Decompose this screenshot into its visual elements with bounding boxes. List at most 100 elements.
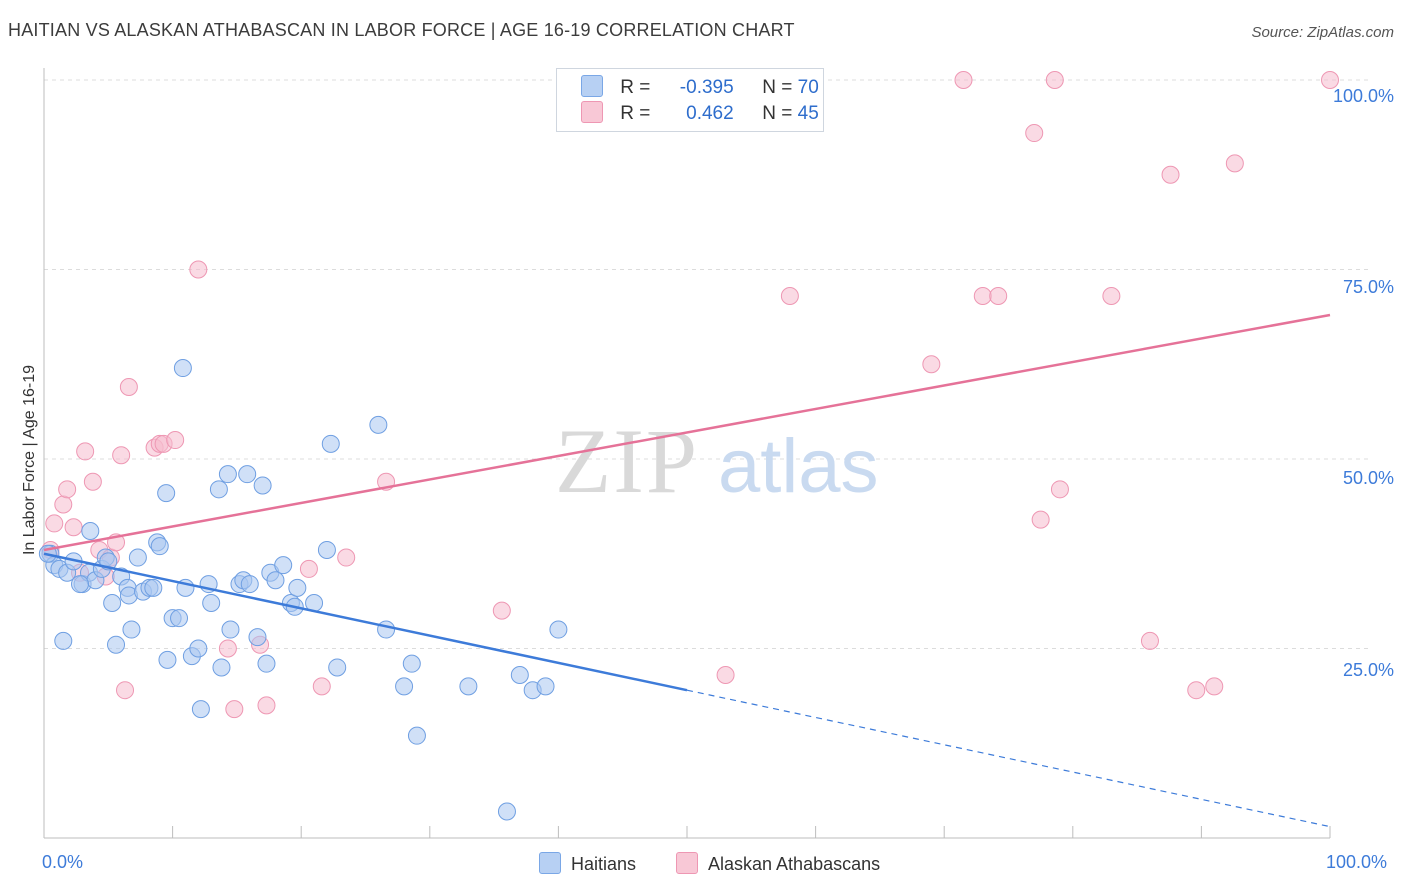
data-point-haitian [191,700,210,719]
data-point-haitian [248,628,267,647]
bottom-legend-swatch-pink [676,852,698,874]
data-point-haitian [212,658,231,677]
data-point-athabascan [312,677,331,696]
data-point-athabascan [257,696,276,715]
legend-swatch-blue [581,75,603,97]
data-point-athabascan [1102,287,1121,306]
data-point-athabascan [1187,681,1206,700]
data-point-athabascan [1025,124,1044,143]
data-point-athabascan [119,377,138,396]
data-point-haitian [253,476,272,495]
legend-n-value: 45 [797,103,819,124]
data-point-haitian [158,650,177,669]
data-point-haitian [157,484,176,503]
y-tick-label: 25.0% [1342,660,1394,680]
data-point-athabascan [299,559,318,578]
data-point-athabascan [973,287,992,306]
bottom-legend-athabascans: Alaskan Athabascans [676,852,880,875]
data-point-athabascan [58,480,77,499]
data-point-athabascan [989,287,1008,306]
data-point-athabascan [64,518,83,537]
bottom-legend-swatch-blue [539,852,561,874]
gridlines [44,79,1370,649]
data-point-athabascan [1321,71,1339,89]
data-point-athabascan [716,666,735,685]
data-point-athabascan [112,446,131,465]
data-point-haitian [202,594,221,613]
series-haitians [38,359,568,821]
legend-r-label: R = [620,77,651,98]
trend-line-athabascans [43,313,1331,552]
data-point-athabascan [189,260,208,279]
data-point-haitian [402,654,421,673]
data-point-athabascan [1045,71,1064,89]
trend-line-haitians-extrapolated [686,689,1331,828]
chart-title: HAITIAN VS ALASKAN ATHABASCAN IN LABOR F… [8,20,795,40]
legend-row-athabascans: R = 0.462 N = 45 [581,101,819,127]
data-point-athabascan [1031,510,1050,529]
stats-legend: R = -0.395 N = 70 R = 0.462 N = 45 [556,68,824,132]
data-point-haitian [274,556,293,575]
data-point-haitian [510,666,529,685]
data-point-athabascan [45,514,64,533]
data-point-haitian [218,465,237,484]
data-point-athabascan [1225,154,1244,173]
y-tick-label: 100.0% [1332,86,1394,106]
data-point-haitian [266,571,285,590]
data-point-athabascan [922,355,941,374]
data-point-athabascan [218,639,237,658]
legend-row-haitians: R = -0.395 N = 70 [581,75,819,101]
series-alaskan-athabascans [41,71,1339,719]
data-point-haitian [536,677,555,696]
data-point-athabascan [1050,480,1069,499]
y-tick-label: 75.0% [1342,277,1394,297]
data-point-haitian [71,575,90,594]
x-tick-label-min: 0.0% [42,852,84,872]
data-point-athabascan [954,71,973,89]
data-point-haitian [395,677,414,696]
legend-n-value: 70 [797,77,819,98]
data-point-athabascan [54,495,73,514]
data-point-haitian [107,635,126,654]
data-point-haitian [128,548,147,567]
data-point-haitian [103,594,122,613]
data-point-haitian [497,802,516,821]
y-tick-label: 50.0% [1342,468,1394,488]
axes [43,68,1331,839]
data-point-athabascan [1161,165,1180,184]
data-point-haitian [407,726,426,745]
data-point-athabascan [1205,677,1224,696]
data-point-athabascan [116,681,135,700]
watermark-atlas: atlas [718,424,879,509]
trend-line-haitians [43,552,688,692]
data-point-athabascan [1140,631,1159,650]
legend-n-label: N = [762,77,793,98]
data-point-haitian [321,434,340,453]
data-point-haitian [549,620,568,639]
data-point-haitian [144,578,163,597]
data-point-haitian [54,631,73,650]
legend-r-label: R = [620,103,651,124]
legend-n-label: N = [762,103,793,124]
data-point-athabascan [225,700,244,719]
data-point-haitian [170,609,189,628]
data-point-haitian [288,578,307,597]
data-point-athabascan [492,601,511,620]
data-point-haitian [238,465,257,484]
source-label: Source: ZipAtlas.com [1251,24,1394,41]
data-point-haitian [122,620,141,639]
bottom-legend-haitians: Haitians [539,852,636,875]
data-point-haitian [328,658,347,677]
data-point-haitian [209,480,228,499]
data-point-haitian [257,654,276,673]
data-point-haitian [173,359,192,378]
data-point-haitian [189,639,208,658]
data-point-haitian [81,522,100,541]
data-point-athabascan [83,472,102,491]
data-point-athabascan [337,548,356,567]
data-point-haitian [317,540,336,559]
bottom-legend-label: Haitians [571,854,637,874]
bottom-legend-label: Alaskan Athabascans [708,854,881,874]
data-point-athabascan [166,431,185,450]
